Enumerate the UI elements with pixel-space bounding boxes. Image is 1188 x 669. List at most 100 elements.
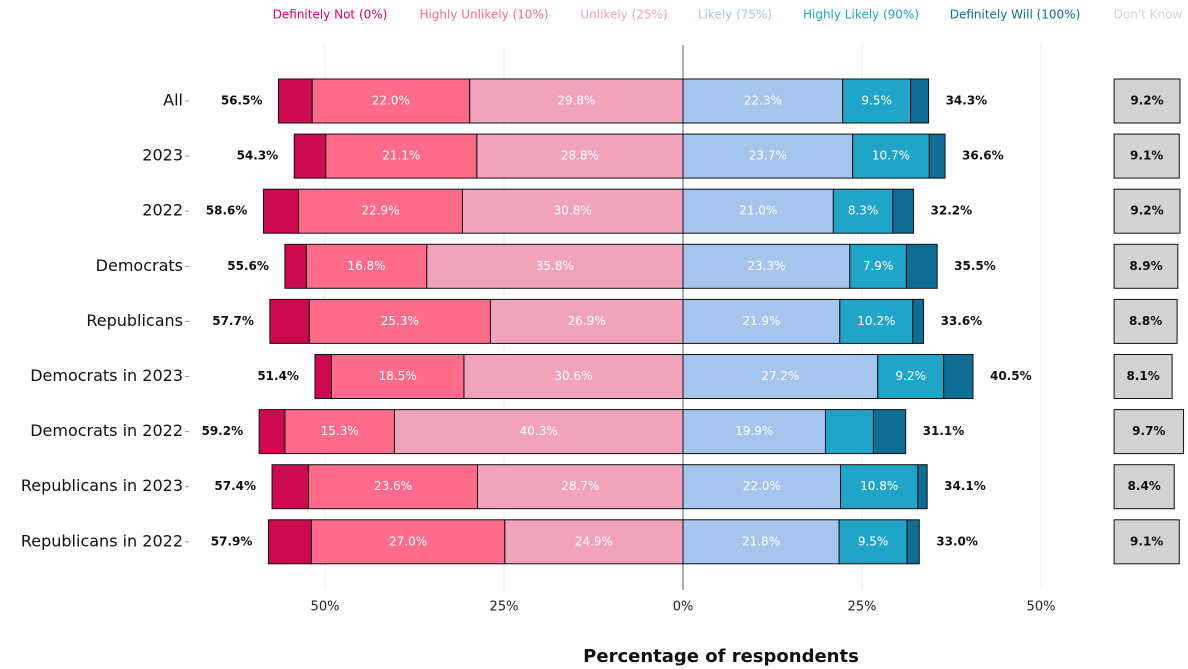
legend-entry: Don't Know <box>1114 8 1183 22</box>
bar-segment <box>832 188 894 234</box>
segment-label: 9.2% <box>895 369 926 383</box>
category-label: Democrats <box>96 256 183 275</box>
bar-segment <box>1113 519 1180 565</box>
right-total: 34.3% <box>946 94 988 108</box>
segment-label: 22.3% <box>744 94 782 108</box>
legend-entry: Definitely Will (100%) <box>950 8 1081 22</box>
segment-label: 40.3% <box>520 424 558 438</box>
right-total: 34.1% <box>944 479 986 493</box>
bar-segment <box>461 188 684 234</box>
bar-segment <box>877 354 945 399</box>
bar-segment <box>682 409 826 455</box>
bar-segment <box>1113 464 1175 510</box>
segment-label: 10.8% <box>860 479 898 493</box>
dont-know-label: 9.7% <box>1132 424 1165 438</box>
segment-label: 21.8% <box>742 534 780 548</box>
segment-label: 18.5% <box>379 369 417 383</box>
segment-label: 23.7% <box>749 149 787 163</box>
bar-segment <box>258 409 286 455</box>
segment-label: 22.0% <box>372 94 410 108</box>
bar-segment <box>1113 298 1178 344</box>
dont-know-label: 9.2% <box>1130 204 1163 218</box>
x-tick-label: 25% <box>848 600 877 615</box>
bar-segment <box>906 519 920 565</box>
bar-segment <box>293 133 327 179</box>
bar-segment <box>463 354 684 399</box>
dont-know-label: 9.1% <box>1130 534 1163 548</box>
legend-entry: Likely (75%) <box>698 8 772 22</box>
category-label: Republicans in 2023 <box>21 476 183 495</box>
bar-segment <box>928 133 946 179</box>
bar-segment <box>682 188 834 234</box>
x-tick-label: 50% <box>311 600 340 615</box>
legend-entry: Highly Likely (90%) <box>803 8 919 22</box>
segment-label: 24.9% <box>575 534 613 548</box>
bar-segment <box>393 409 684 455</box>
right-total: 32.2% <box>931 204 973 218</box>
legend-entry: Unlikely (25%) <box>580 8 667 22</box>
bar-segment <box>1113 409 1185 455</box>
segment-label: 19.9% <box>735 424 773 438</box>
x-tick-label: 25% <box>490 600 519 615</box>
segment-label: 23.3% <box>747 259 785 273</box>
right-total: 36.6% <box>962 149 1004 163</box>
segment-label: 35.8% <box>536 259 574 273</box>
bar-segment <box>284 409 395 455</box>
bar-segment <box>682 78 844 124</box>
bar-segment <box>305 243 428 289</box>
bar-segment <box>330 354 465 399</box>
bar-segment <box>314 354 332 399</box>
segment-label: 27.2% <box>761 369 799 383</box>
category-label: Republicans in 2022 <box>21 531 183 550</box>
x-tick-label: 0% <box>673 600 694 615</box>
category-label: Democrats in 2023 <box>30 366 183 385</box>
bar-segment <box>840 464 919 510</box>
dont-know-label: 8.1% <box>1126 369 1159 383</box>
segment-label: 30.6% <box>554 369 592 383</box>
segment-label: 15.3% <box>321 424 359 438</box>
bar-segment <box>489 298 684 344</box>
bar-segment <box>682 243 851 289</box>
left-total: 51.4% <box>257 369 299 383</box>
segment-label: 21.1% <box>382 149 420 163</box>
bar-segment <box>912 298 925 344</box>
bar-segment <box>271 464 310 510</box>
bar-segment <box>310 519 506 565</box>
bar-segment <box>872 409 907 455</box>
bar-segment <box>284 243 307 289</box>
bar-segment <box>277 78 313 124</box>
category-label: Democrats in 2022 <box>30 421 183 440</box>
segment-label: 21.9% <box>742 314 780 328</box>
x-axis-title: Percentage of respondents <box>583 646 859 667</box>
segment-label: 10.2% <box>857 314 895 328</box>
bar-segment <box>682 298 841 344</box>
bar-segment <box>504 519 684 565</box>
right-total: 31.1% <box>923 424 965 438</box>
left-total: 57.9% <box>211 534 253 548</box>
bar-segment <box>824 409 874 455</box>
bar-segment <box>905 243 938 289</box>
right-total: 33.0% <box>936 534 978 548</box>
left-total: 57.7% <box>212 314 254 328</box>
category-label: Republicans <box>86 311 183 330</box>
segment-label: 9.5% <box>861 94 892 108</box>
bar-segment <box>311 78 471 124</box>
bar-segment <box>267 519 312 565</box>
left-total: 54.3% <box>237 149 279 163</box>
bar-segment <box>325 133 478 179</box>
segment-label: 16.8% <box>347 259 385 273</box>
bar-segment <box>426 243 684 289</box>
bar-segment <box>943 354 974 399</box>
bar-segment <box>910 78 930 124</box>
dont-know-label: 8.9% <box>1129 259 1162 273</box>
segment-label: 28.7% <box>561 479 599 493</box>
segment-label: 26.9% <box>568 314 606 328</box>
bar-segment <box>1113 243 1179 289</box>
bar-segment <box>269 298 310 344</box>
right-total: 33.6% <box>941 314 983 328</box>
bar-segment <box>917 464 928 510</box>
segment-label: 23.6% <box>374 479 412 493</box>
segment-label: 10.7% <box>872 149 910 163</box>
left-total: 56.5% <box>221 94 263 108</box>
